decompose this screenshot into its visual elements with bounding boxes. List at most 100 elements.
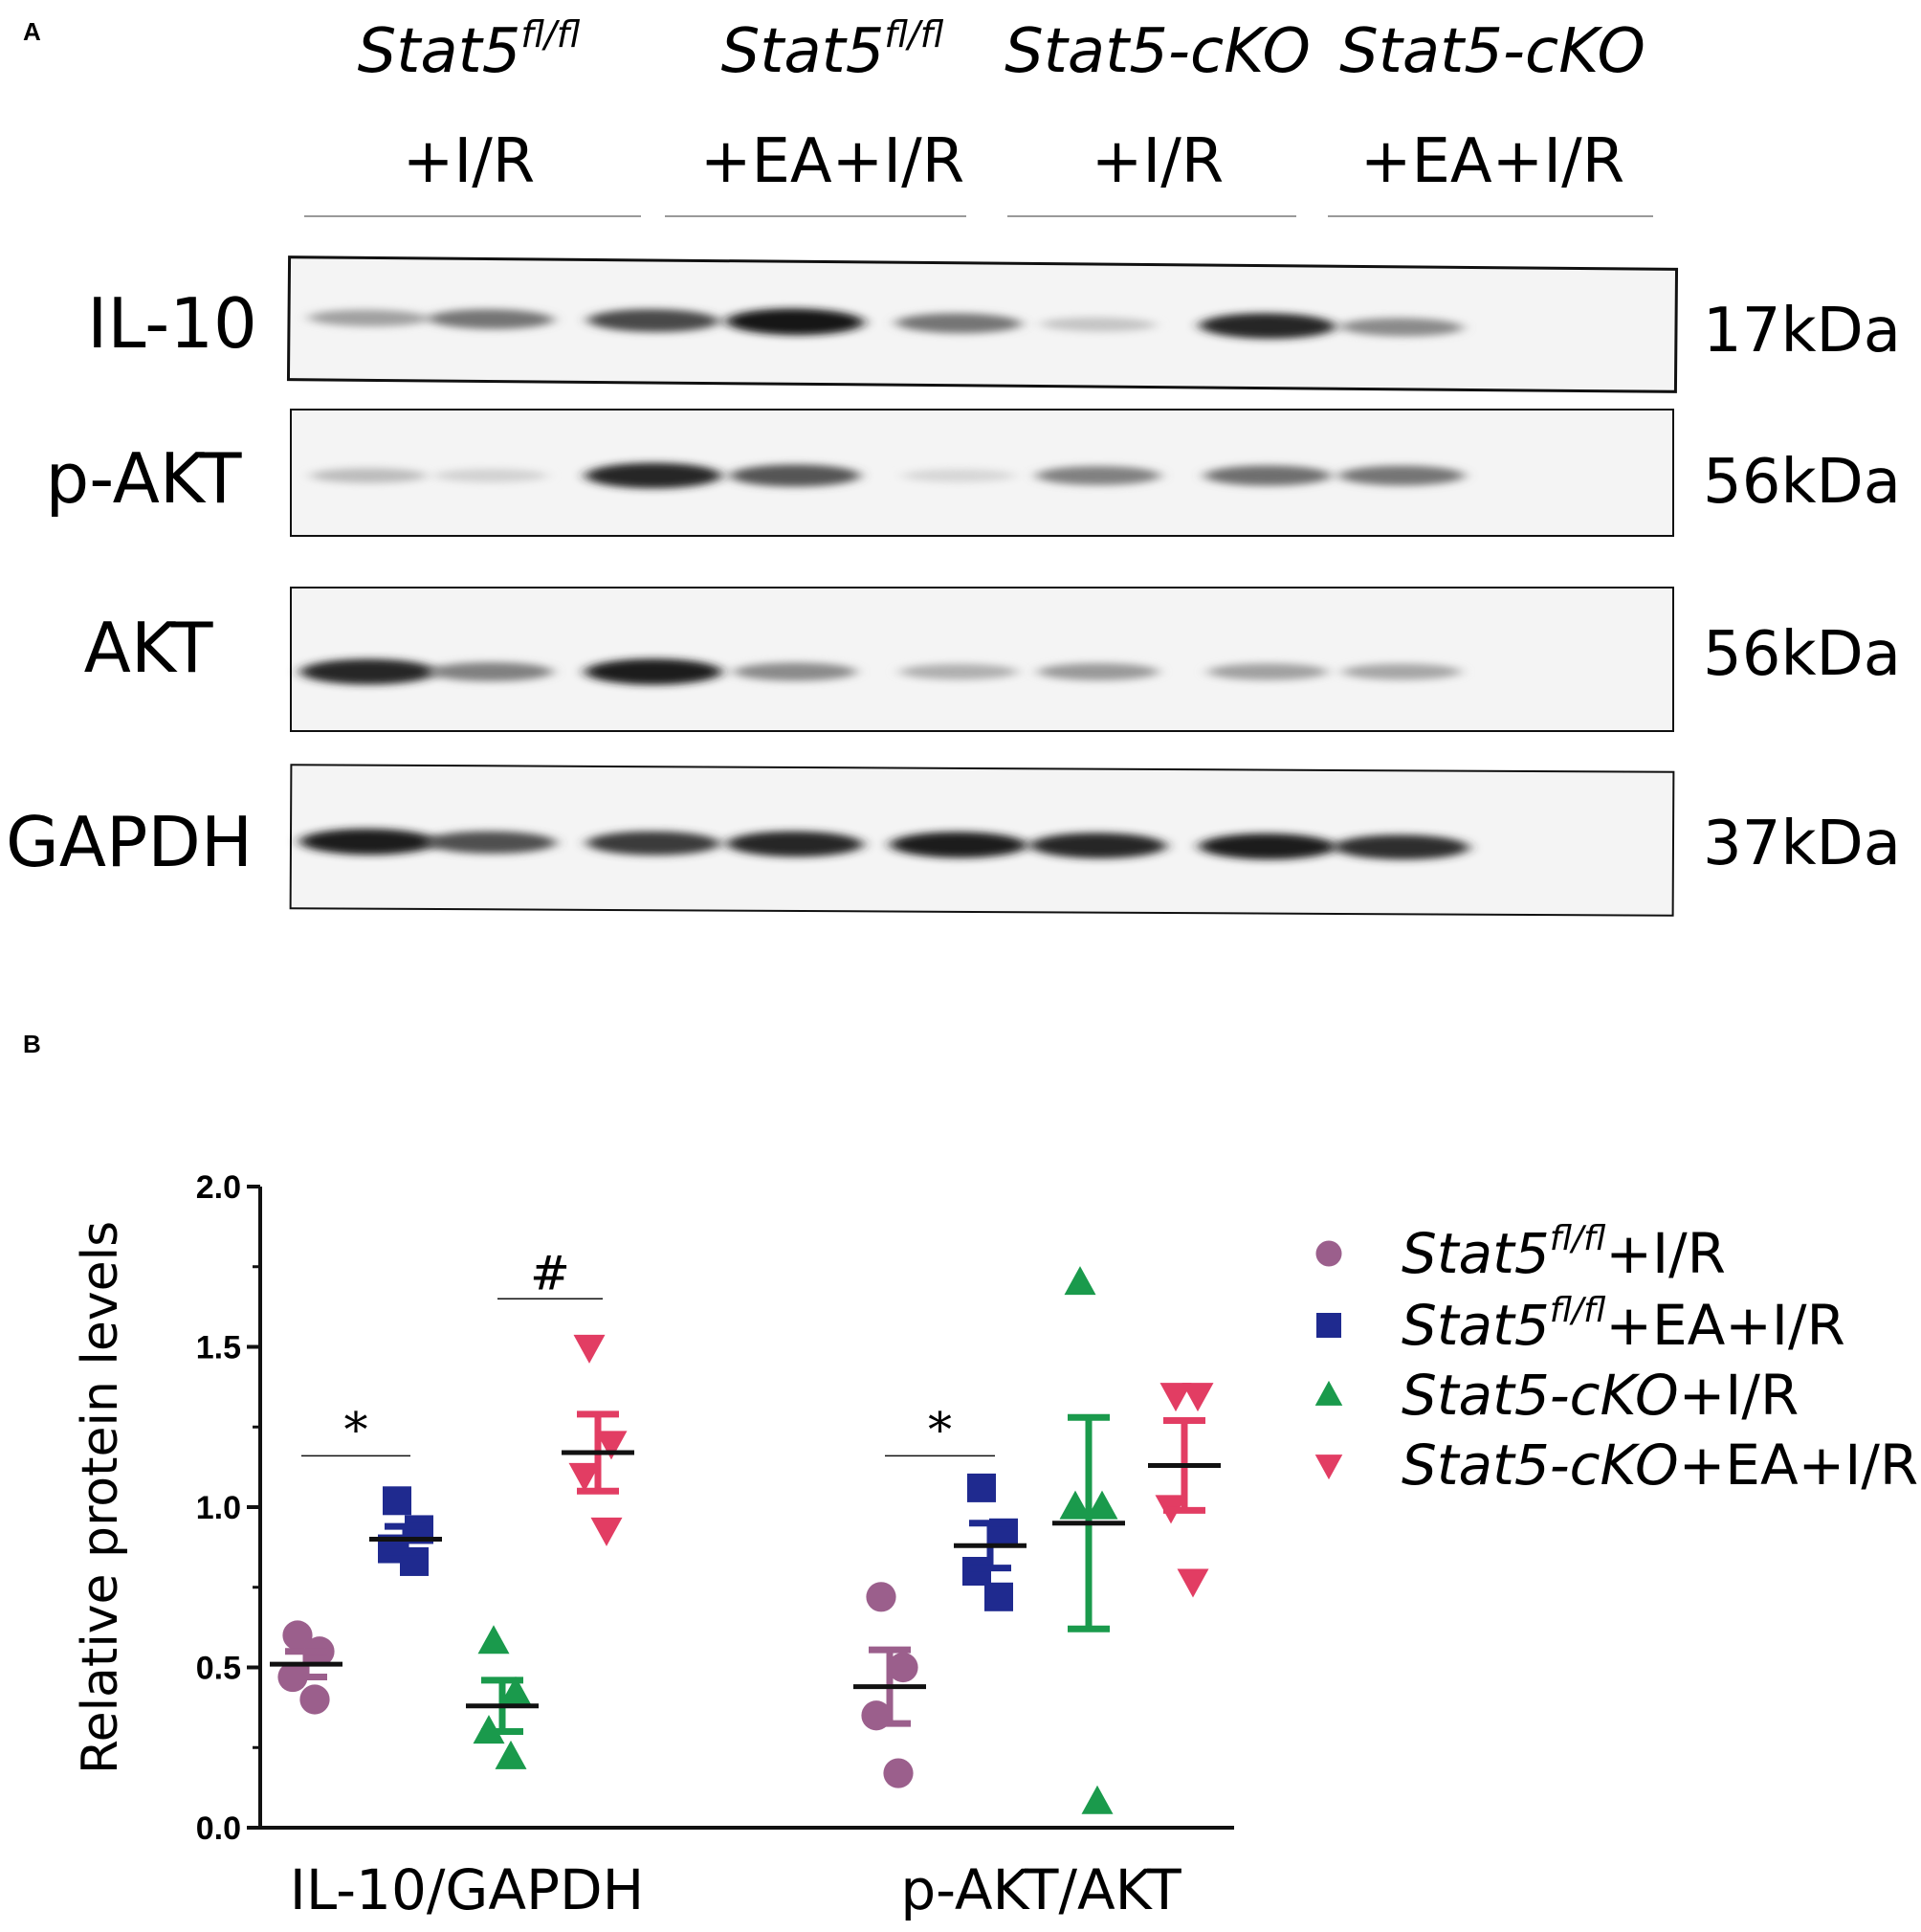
data-point — [1081, 1785, 1114, 1814]
y-tick-label: 1.5 — [196, 1330, 241, 1366]
blot-band — [1203, 465, 1332, 486]
data-point — [568, 1462, 601, 1492]
legend-item: Stat5-cKO+EA+I/R — [1314, 1432, 1918, 1498]
blot-band — [726, 831, 864, 857]
data-point — [383, 1486, 411, 1516]
blot-row-il-10: IL-10 17kDa — [87, 255, 1901, 393]
blot-band — [1036, 466, 1160, 485]
y-tick-label: 1.0 — [196, 1490, 241, 1526]
blot-band — [1207, 663, 1328, 680]
blot-band — [299, 829, 437, 855]
blot-row-kda: 37kDa — [1703, 809, 1901, 879]
data-point — [573, 1334, 606, 1364]
data-point — [595, 1431, 628, 1460]
blot-group-headers: Stat5fl/fl +I/R Stat5fl/fl +EA+I/R Stat5-cKO… — [304, 13, 1653, 217]
series-2 — [369, 1473, 1027, 1611]
dot-plot: Relative protein levels 0.0 0.5 1.0 1.5 2.0 I… — [72, 1169, 1234, 1922]
blot-row-gapdh: GAPDH 37kDa — [6, 764, 1901, 917]
legend-marker — [1316, 1313, 1341, 1338]
blot-band — [428, 309, 554, 329]
blot-band — [902, 469, 1015, 482]
blot-membrane — [290, 587, 1674, 732]
blot-row-p-akt: p-AKT 56kDa — [46, 409, 1901, 537]
significance-marker: * — [344, 1402, 368, 1457]
blot-band — [725, 308, 865, 336]
legend-marker — [1314, 1455, 1343, 1480]
blot-membrane — [290, 409, 1674, 537]
data-point — [299, 1684, 330, 1715]
blot-group-treatment: +EA+I/R — [700, 126, 964, 197]
legend-item: Stat5-cKO+I/R — [1314, 1363, 1799, 1428]
series-1 — [270, 1582, 926, 1788]
legend-marker — [1315, 1240, 1342, 1267]
blot-group-name: Stat5-cKO — [1005, 16, 1311, 87]
blot-band — [1339, 318, 1464, 337]
panel-a-label: A — [23, 17, 41, 46]
legend-label: Stat5fl/fl+EA+I/R — [1402, 1291, 1845, 1358]
y-tick-label: 0.0 — [196, 1810, 241, 1847]
significance-marker: # — [530, 1245, 570, 1300]
legend-label: Stat5fl/fl+I/R — [1402, 1219, 1726, 1286]
blot-band — [299, 658, 437, 685]
blot-membrane — [289, 764, 1675, 917]
blot-band — [585, 462, 722, 489]
data-point — [282, 1620, 313, 1651]
data-point — [1059, 1490, 1092, 1520]
blot-group-treatment: +I/R — [403, 126, 536, 197]
blot-group-name: Stat5-cKO — [1339, 16, 1645, 87]
significance-marker: * — [928, 1402, 952, 1457]
x-category-label: IL-10/GAPDH — [290, 1857, 645, 1922]
y-tick-label: 0.5 — [196, 1651, 241, 1687]
blot-row-kda: 17kDa — [1703, 296, 1901, 366]
blot-band — [1199, 833, 1336, 860]
data-point — [1177, 1568, 1209, 1598]
series-3 — [466, 1266, 1125, 1814]
legend-label: Stat5-cKO+EA+I/R — [1402, 1432, 1918, 1498]
data-point — [888, 1652, 918, 1683]
blot-band — [310, 468, 427, 483]
blot-band — [308, 309, 429, 327]
blot-band — [433, 469, 548, 482]
panel-b-label: B — [23, 1030, 41, 1058]
blot-group-treatment: +EA+I/R — [1360, 126, 1624, 197]
blot-membrane — [286, 255, 1679, 393]
blot-band — [1334, 834, 1469, 860]
blot-group-name: Stat5fl/fl — [721, 13, 944, 87]
blot-group-treatment: +I/R — [1092, 126, 1225, 197]
blot-row-kda: 56kDa — [1703, 447, 1901, 518]
data-point — [1159, 1383, 1192, 1412]
data-point — [1181, 1383, 1214, 1412]
blot-band — [586, 831, 720, 855]
blot-row-label: p-AKT — [46, 438, 243, 519]
data-point — [1064, 1266, 1096, 1296]
legend-label: Stat5-cKO+I/R — [1402, 1363, 1799, 1428]
data-point — [1086, 1490, 1118, 1520]
blot-band — [1199, 313, 1336, 339]
blot-band — [1037, 662, 1159, 681]
blot-band — [1341, 663, 1462, 680]
y-axis-label: Relative protein levels — [72, 1221, 129, 1774]
blot-rows: IL-10 17kDa p-AKT 56kDa AKT 56kDa GAPDH 37kDa — [6, 255, 1901, 917]
data-point — [590, 1517, 623, 1546]
blot-band — [1029, 833, 1167, 859]
legend-item: Stat5fl/fl+I/R — [1315, 1219, 1726, 1286]
blot-row-label: IL-10 — [87, 283, 257, 364]
blot-row-label: AKT — [84, 608, 214, 688]
blot-band — [429, 662, 553, 681]
blot-band — [733, 662, 857, 681]
y-tick-label: 2.0 — [196, 1169, 241, 1206]
blot-band — [890, 832, 1027, 858]
blot-band — [1040, 317, 1157, 332]
data-point — [499, 1676, 532, 1705]
blot-band — [899, 663, 1018, 680]
x-category-label: p-AKT/AKT — [900, 1857, 1181, 1922]
legend-marker — [1314, 1380, 1343, 1406]
blot-row-kda: 56kDa — [1703, 619, 1901, 690]
data-point — [866, 1582, 896, 1612]
data-point — [477, 1625, 510, 1654]
data-point — [984, 1582, 1013, 1611]
blot-band — [1338, 465, 1465, 486]
blot-band — [587, 308, 719, 333]
data-point — [967, 1473, 996, 1502]
